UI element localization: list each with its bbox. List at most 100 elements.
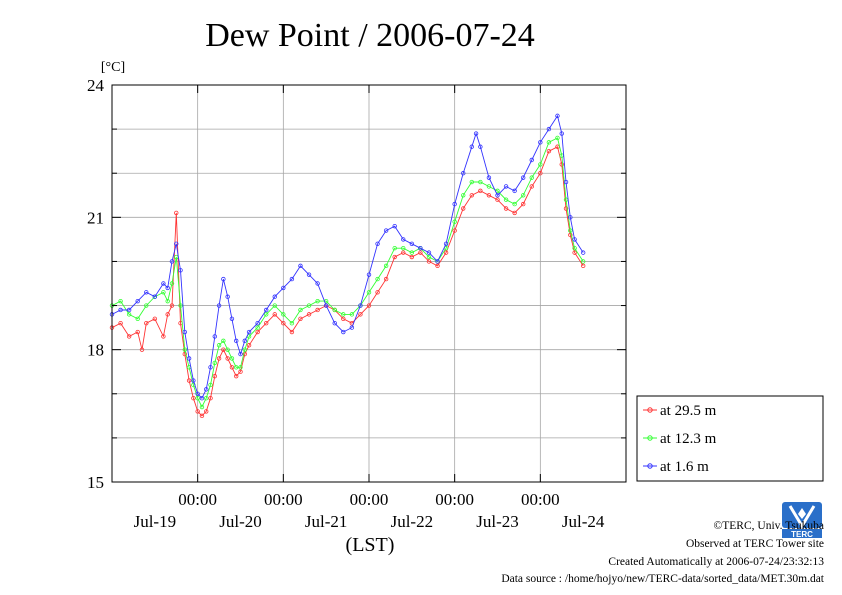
legend-box bbox=[636, 395, 824, 482]
y-axis-ticks: 15 18 21 24 bbox=[87, 76, 626, 492]
series-point-0 bbox=[461, 206, 466, 211]
legend-swatch-marker bbox=[647, 407, 653, 413]
series-point-2 bbox=[315, 281, 320, 286]
series-point-0 bbox=[281, 321, 286, 326]
series-point-1 bbox=[118, 298, 123, 304]
series-point-0 bbox=[392, 254, 397, 260]
x-tick-time-label: 00:00 bbox=[435, 490, 474, 509]
series-point-2 bbox=[264, 307, 269, 313]
series-point-1 bbox=[426, 254, 432, 260]
series-point-0 bbox=[375, 290, 380, 295]
series-point-2 bbox=[298, 263, 303, 269]
series-point-2 bbox=[178, 268, 183, 273]
series-point-2 bbox=[559, 131, 564, 136]
series-point-1 bbox=[349, 312, 355, 317]
series-point-2 bbox=[212, 334, 217, 339]
series-point-2 bbox=[135, 298, 140, 304]
series-point-1 bbox=[555, 135, 560, 141]
series-point-0 bbox=[195, 409, 200, 414]
series-point-1 bbox=[212, 360, 217, 366]
series-point-0 bbox=[204, 409, 209, 414]
chart-title: Dew Point / 2006-07-24 bbox=[205, 17, 535, 54]
series-point-0 bbox=[568, 232, 573, 238]
series-point-1 bbox=[332, 307, 337, 313]
series-point-1 bbox=[512, 201, 517, 207]
series-point-2 bbox=[281, 285, 286, 291]
series-point-0 bbox=[165, 312, 170, 317]
series-line-1 bbox=[111, 137, 584, 409]
series-point-0 bbox=[401, 250, 406, 255]
series-point-0 bbox=[358, 312, 363, 317]
series-point-1 bbox=[204, 395, 209, 401]
series-point-2 bbox=[538, 140, 543, 145]
series-point-1 bbox=[392, 246, 397, 251]
series-point-2 bbox=[555, 113, 560, 119]
series-point-2 bbox=[452, 201, 457, 207]
x-tick-time-label: 00:00 bbox=[350, 490, 389, 509]
series-point-0 bbox=[546, 148, 552, 154]
series-point-2 bbox=[435, 259, 440, 264]
series-point-0 bbox=[234, 373, 239, 379]
series-point-2 bbox=[152, 294, 158, 299]
series-point-2 bbox=[349, 325, 355, 330]
series-point-1 bbox=[234, 365, 239, 370]
series-point-2 bbox=[443, 241, 449, 246]
series-point-0 bbox=[409, 254, 415, 260]
x-tick-date-label: Jul-24 bbox=[562, 512, 605, 531]
x-tick-time-label: 00:00 bbox=[178, 490, 217, 509]
series-point-2 bbox=[366, 272, 372, 277]
series-point-2 bbox=[238, 351, 243, 357]
x-tick-date-label: Jul-19 bbox=[134, 512, 177, 531]
series-point-0 bbox=[212, 373, 217, 379]
series-point-1 bbox=[341, 312, 346, 317]
series-point-1 bbox=[521, 193, 526, 198]
series-point-1 bbox=[169, 281, 175, 286]
series-point-0 bbox=[435, 263, 440, 269]
series-point-2 bbox=[418, 246, 423, 251]
series-point-1 bbox=[242, 347, 247, 352]
series-point-2 bbox=[375, 241, 380, 246]
legend-label: at 29.5 m bbox=[660, 403, 717, 419]
series-point-1 bbox=[289, 321, 295, 326]
series-point-2 bbox=[246, 329, 252, 335]
series-point-2 bbox=[401, 237, 406, 242]
series-point-2 bbox=[572, 237, 577, 242]
series-point-1 bbox=[375, 276, 380, 282]
series-point-0 bbox=[315, 307, 320, 313]
legend-swatch-marker bbox=[647, 435, 653, 441]
series-point-0 bbox=[144, 321, 149, 326]
series-point-0 bbox=[161, 334, 166, 339]
series-point-1 bbox=[366, 290, 372, 295]
x-tick-date-label: Jul-23 bbox=[476, 512, 519, 531]
series-point-1 bbox=[281, 312, 286, 317]
series-point-0 bbox=[238, 369, 243, 374]
series-point-0 bbox=[443, 250, 449, 255]
series-point-0 bbox=[298, 316, 303, 321]
x-tick-date-label: Jul-20 bbox=[219, 512, 262, 531]
series-point-0 bbox=[426, 259, 432, 264]
series-point-2 bbox=[503, 184, 509, 189]
series-point-2 bbox=[174, 241, 179, 246]
series-point-0 bbox=[246, 343, 252, 348]
footer-observed: Observed at TERC Tower site bbox=[685, 538, 824, 550]
series-point-0 bbox=[366, 303, 372, 308]
series-point-1 bbox=[126, 312, 132, 317]
legend-label: at 1.6 m bbox=[660, 459, 709, 475]
series-point-0 bbox=[512, 210, 517, 216]
series-point-1 bbox=[315, 298, 320, 304]
series-point-1 bbox=[144, 303, 149, 308]
series-point-0 bbox=[182, 351, 188, 357]
series-point-2 bbox=[255, 321, 260, 326]
series-point-0 bbox=[503, 206, 509, 211]
series-point-2 bbox=[409, 241, 415, 246]
series-point-0 bbox=[529, 184, 534, 189]
series-point-0 bbox=[306, 312, 312, 317]
series-point-1 bbox=[568, 228, 573, 233]
series-point-2 bbox=[529, 157, 534, 163]
logo-text: TERC bbox=[791, 530, 813, 538]
x-axis-label: (LST) bbox=[346, 534, 395, 556]
series-point-2 bbox=[234, 338, 239, 344]
series-point-2 bbox=[486, 175, 492, 180]
series-point-2 bbox=[521, 175, 526, 180]
series-point-2 bbox=[195, 391, 200, 396]
